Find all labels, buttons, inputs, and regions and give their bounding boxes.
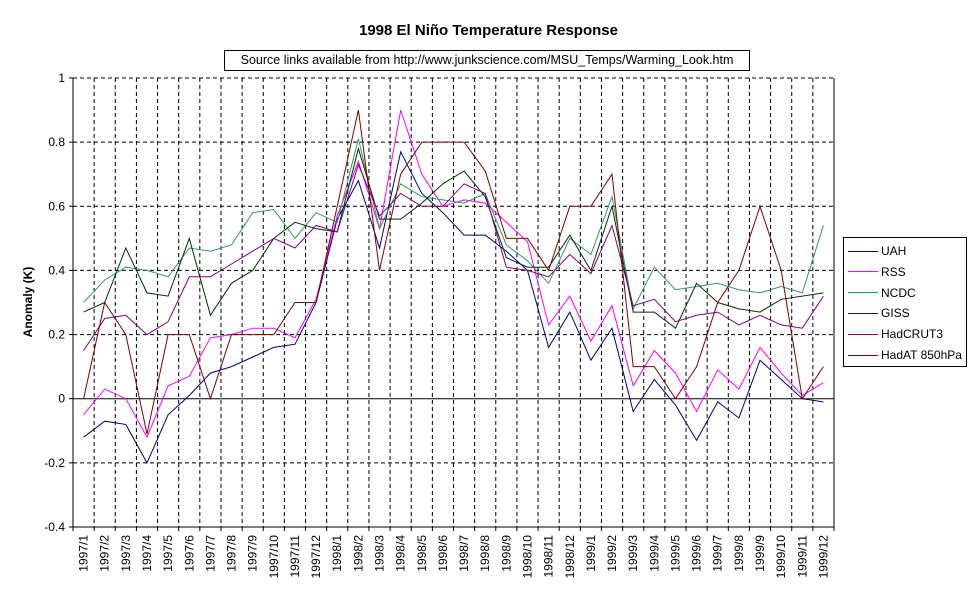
- x-tick-label: 1998/7: [457, 535, 471, 572]
- x-tick-label: 1999/6: [690, 535, 704, 572]
- x-tick-label: 1998/8: [478, 535, 492, 572]
- legend-swatch: [848, 333, 878, 335]
- x-tick-label: 1997/1: [77, 535, 91, 572]
- y-tick-label: 0.6: [48, 199, 65, 213]
- x-tick-label: 1999/3: [626, 535, 640, 572]
- legend-label: UAH: [881, 244, 907, 258]
- x-tick-label: 1997/10: [267, 535, 281, 579]
- axes: [69, 77, 835, 531]
- y-tick-label: 1: [58, 71, 65, 85]
- y-tick-label: 0.8: [48, 135, 65, 149]
- series-lines: [83, 109, 824, 465]
- x-tick-label: 1997/4: [140, 535, 154, 572]
- y-tick-label: -0.4: [44, 520, 65, 534]
- x-tick-label: 1998/5: [415, 535, 429, 572]
- y-tick-label: 0: [58, 392, 65, 406]
- legend-item: NCDC: [848, 283, 916, 303]
- x-tick-label: 1998/4: [394, 535, 408, 572]
- legend-item: UAH: [848, 241, 906, 261]
- x-tick-label: 1997/6: [182, 535, 196, 572]
- x-tick-label: 1998/10: [520, 535, 534, 579]
- x-tick-label: 1999/8: [732, 535, 746, 572]
- x-tick-label: 1997/3: [119, 535, 133, 572]
- tick-labels: 1 0.8 0.6 0.4 0.2 0 -0.2 -0.4 1997/1 1997/2 1997/3…: [44, 71, 830, 578]
- x-tick-label: 1999/12: [816, 535, 830, 579]
- series-line-uah: [83, 150, 824, 465]
- series-line-hadat-850hpa: [83, 109, 824, 435]
- x-tick-label: 1997/12: [309, 535, 323, 579]
- x-tick-label: 1997/11: [288, 535, 302, 578]
- legend-item: GISS: [848, 303, 910, 323]
- legend-swatch: [848, 250, 878, 252]
- y-tick-label: -0.2: [44, 456, 65, 470]
- legend-swatch: [848, 312, 878, 314]
- x-tick-label: 1999/9: [753, 535, 767, 572]
- x-tick-label: 1999/4: [647, 535, 661, 572]
- x-tick-label: 1997/7: [203, 535, 217, 572]
- legend-item: HadCRUT3: [848, 324, 943, 344]
- legend-item: RSS: [848, 262, 906, 282]
- x-tick-label: 1999/2: [605, 535, 619, 572]
- legend: UAH RSS NCDC GISS HadCRUT3 HadAT 850hPa: [843, 237, 967, 367]
- legend-label: HadAT 850hPa: [881, 348, 962, 362]
- x-tick-label: 1999/1: [584, 535, 598, 572]
- chart-subtitle: Source links available from http://www.j…: [224, 50, 750, 71]
- chart-title: 1998 El Niño Temperature Response: [359, 22, 618, 39]
- x-tick-label: 1997/5: [161, 535, 175, 572]
- y-tick-label: 0.4: [48, 263, 65, 277]
- x-tick-label: 1998/2: [351, 535, 365, 572]
- legend-swatch: [848, 292, 878, 294]
- legend-item: HadAT 850hPa: [848, 345, 962, 365]
- legend-label: GISS: [881, 306, 910, 321]
- x-tick-label: 1998/3: [373, 535, 387, 572]
- y-tick-label: 0.2: [48, 328, 65, 342]
- legend-swatch: [848, 354, 878, 356]
- legend-label: HadCRUT3: [881, 327, 944, 342]
- x-tick-label: 1997/8: [225, 535, 239, 572]
- x-tick-label: 1999/7: [711, 535, 725, 572]
- x-tick-label: 1998/6: [436, 535, 450, 572]
- series-line-giss: [83, 146, 824, 329]
- x-tick-label: 1998/11: [542, 535, 556, 578]
- x-tick-label: 1999/5: [668, 535, 682, 572]
- series-line-rss: [83, 109, 824, 439]
- x-tick-label: 1997/9: [246, 535, 260, 572]
- x-tick-label: 1998/12: [563, 535, 577, 579]
- x-tick-label: 1997/2: [98, 535, 112, 572]
- legend-label: RSS: [881, 264, 906, 279]
- series-line-hadcrut3: [83, 163, 824, 351]
- grid: [73, 77, 834, 527]
- legend-swatch: [848, 271, 878, 273]
- legend-label: NCDC: [881, 285, 916, 300]
- x-tick-label: 1999/10: [774, 535, 788, 579]
- x-tick-label: 1999/11: [795, 535, 809, 578]
- x-tick-label: 1998/1: [330, 535, 344, 572]
- x-tick-label: 1998/9: [499, 535, 513, 572]
